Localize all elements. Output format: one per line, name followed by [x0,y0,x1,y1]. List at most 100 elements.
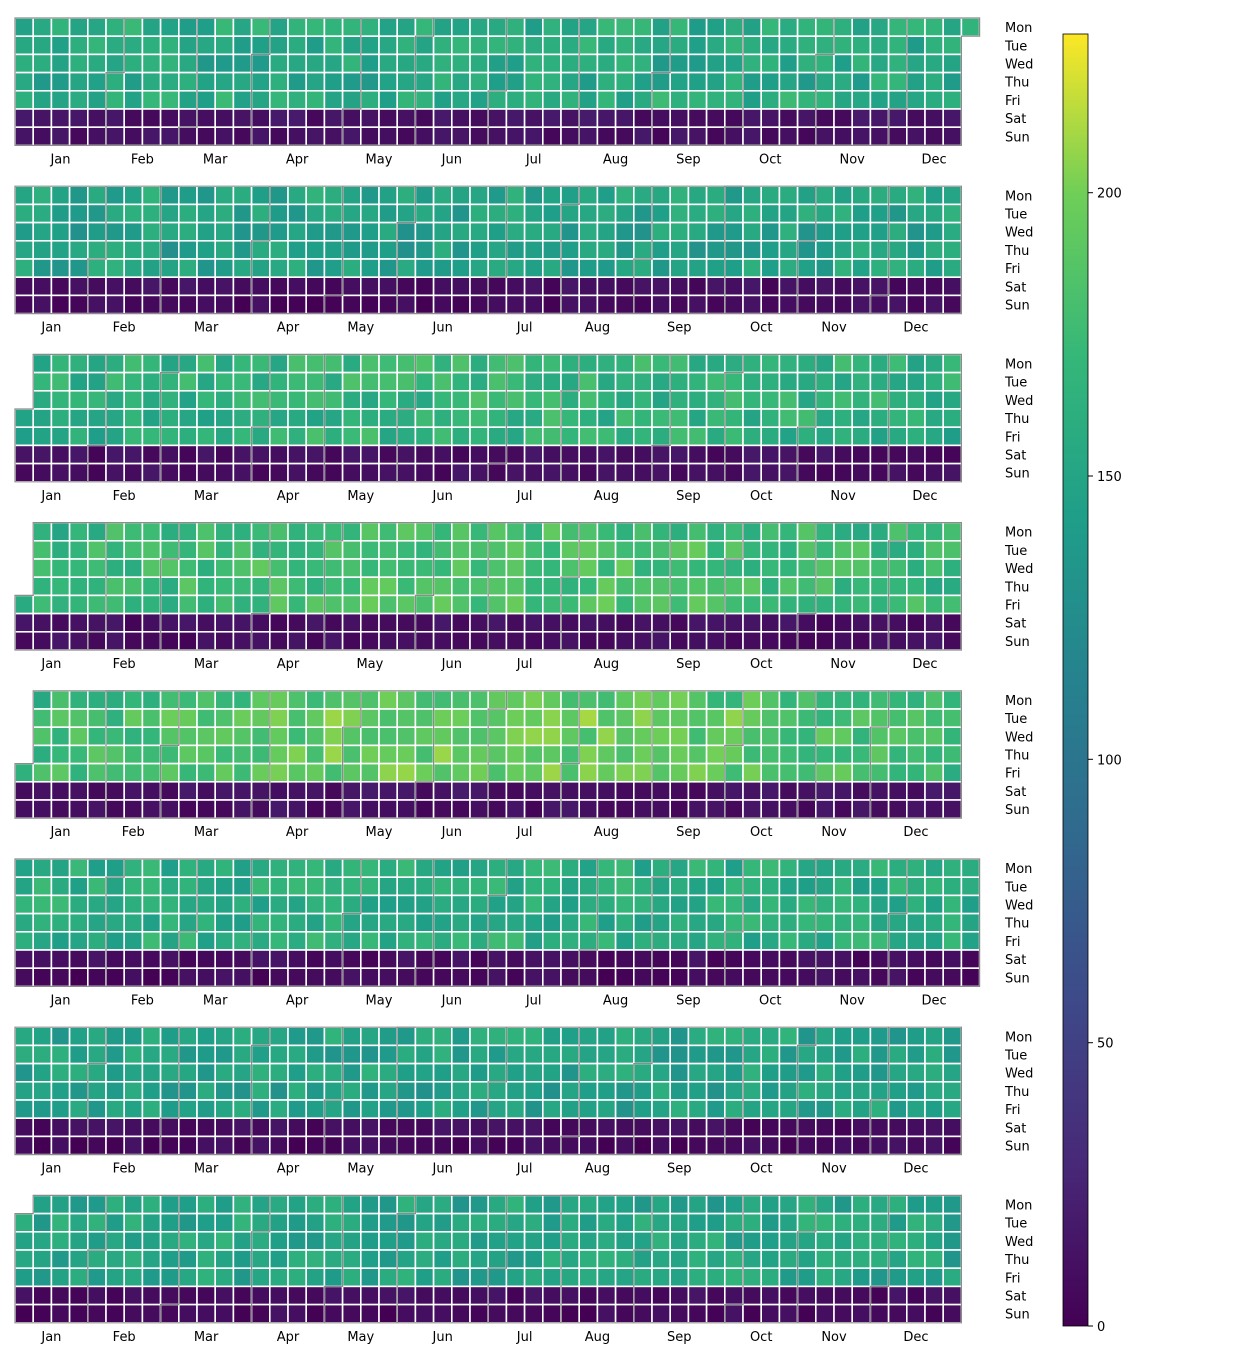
calendar-day-cell [196,1099,217,1120]
calendar-day-cell [432,258,453,279]
calendar-day-cell [196,185,217,206]
calendar-day-cell [268,594,289,615]
calendar-day-cell [87,240,107,260]
calendar-day-cell [178,1117,198,1138]
calendar-day-cell [723,126,744,147]
month-boundary [251,1027,271,1155]
calendar-day-cell [487,408,508,429]
calendar-day-cell [232,258,253,279]
calendar-day-cell [432,594,453,615]
calendar-day-cell [778,558,799,579]
calendar-day-cell [396,240,417,260]
calendar-day-cell [851,90,872,110]
month-tick-label: Jul [516,825,533,840]
calendar-day-cell [359,17,380,38]
calendar-day-cell [141,799,162,820]
weekday-tick-label: Wed [1005,562,1033,577]
calendar-day-cell [50,1026,71,1047]
calendar-day-cell [942,1249,963,1270]
calendar-day-cell [632,203,653,224]
calendar-day-cell [178,930,198,951]
calendar-day-cell [87,1212,107,1233]
calendar-day-cell [814,126,835,147]
calendar-day-cell [469,1099,490,1120]
calendar-day-cell [341,1135,362,1156]
calendar-day-cell [723,967,744,988]
calendar-day-cell [341,1249,362,1270]
calendar-day-cell [742,35,763,56]
calendar-day-cell [105,1081,126,1101]
calendar-day-cell [250,558,271,579]
month-tick-label: Nov [840,993,866,1008]
calendar-day-cell [323,1267,344,1288]
calendar-day-cell [141,258,162,279]
calendar-day-cell [450,539,471,560]
calendar-day-cell [578,594,599,615]
month-tick-label: Sep [676,489,701,504]
calendar-day-cell [869,1062,890,1083]
calendar-day-cell [378,1249,399,1270]
calendar-day-cell [523,444,544,465]
calendar-day-cell [341,612,362,633]
calendar-day-cell [141,1135,162,1156]
calendar-day-cell [596,408,617,429]
calendar-day-cell [305,90,326,110]
calendar-day-cell [669,762,690,783]
calendar-day-cell [432,967,453,988]
calendar-day-cell [851,780,872,801]
calendar-day-cell [178,17,198,38]
calendar-day-cell [450,1026,471,1047]
calendar-day-cell [32,708,53,729]
calendar-day-cell [541,708,562,729]
calendar-day-cell [287,1026,308,1047]
calendar-day-cell [669,240,690,260]
weekday-tick-label: Wed [1005,730,1033,745]
calendar-day-cell [414,1044,435,1065]
calendar-day-cell [178,53,198,74]
calendar-day-cell [560,894,581,915]
calendar-day-cell [541,1212,562,1233]
calendar-day-cell [614,1212,635,1233]
calendar-day-cell [323,689,344,710]
calendar-day-cell [942,1231,963,1251]
calendar-day-cell [14,930,35,951]
calendar-day-cell [450,762,471,783]
calendar-day-cell [760,558,781,579]
calendar-day-cell [796,708,817,729]
calendar-day-cell [541,780,562,801]
calendar-day-cell [287,17,308,38]
calendar-day-cell [341,462,362,483]
calendar-day-cell [359,294,380,315]
calendar-day-cell [651,1026,672,1047]
calendar-day-cell [596,744,617,765]
calendar-day-cell [432,912,453,933]
calendar-day-cell [123,521,144,542]
calendar-day-cell [396,426,417,447]
calendar-day-cell [232,762,253,783]
calendar-day-cell [196,967,217,988]
month-boundary [414,522,435,650]
calendar-day-cell [560,1117,581,1138]
calendar-day-cell [705,1044,726,1065]
calendar-day-cell [196,894,217,915]
calendar-day-cell [87,276,107,297]
calendar-day-cell [178,1249,198,1270]
calendar-day-cell [123,1062,144,1083]
calendar-day-cell [469,126,490,147]
calendar-day-cell [905,521,926,542]
calendar-day-cell [796,258,817,279]
calendar-day-cell [796,630,817,651]
calendar-day-cell [105,1062,126,1083]
calendar-day-cell [905,426,926,447]
calendar-day-cell [924,521,945,542]
calendar-day-cell [414,894,435,915]
calendar-day-cell [578,258,599,279]
calendar-day-cell [632,876,653,897]
calendar-day-cell [32,630,53,651]
calendar-day-cell [341,1231,362,1251]
calendar-day-cell [396,744,417,765]
calendar-day-cell [414,258,435,279]
calendar-day-cell [268,203,289,224]
calendar-day-cell [578,930,599,951]
calendar-day-cell [305,108,326,129]
